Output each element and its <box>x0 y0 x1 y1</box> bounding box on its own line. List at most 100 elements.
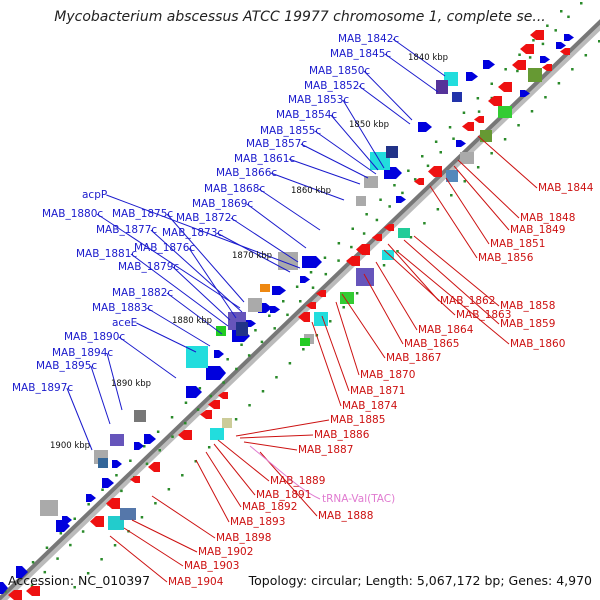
feature-box <box>452 92 462 102</box>
feature-box <box>186 346 208 368</box>
track-dot <box>59 532 63 535</box>
leader-line-forward <box>288 158 361 185</box>
track-dot <box>184 401 188 404</box>
reverse-gene <box>462 122 474 131</box>
leader-line-reverse <box>109 535 168 583</box>
leader-line-forward <box>106 352 123 411</box>
track-dot <box>196 408 200 411</box>
track-dot <box>273 327 276 330</box>
track-dot <box>350 245 353 249</box>
track-dot <box>170 416 174 419</box>
map-title: Mycobacterium abscessus ATCC 19977 chrom… <box>54 9 546 25</box>
gene-label-reverse: MAB_1874 <box>342 400 398 412</box>
leader-lines <box>66 38 538 583</box>
forward-gene <box>302 256 322 268</box>
reverse-gene <box>520 44 534 54</box>
reverse-gene <box>346 256 360 266</box>
gene-label-forward: MAB_1890c <box>64 331 125 343</box>
track-dot <box>413 178 417 181</box>
gene-label-reverse: MAB_1860 <box>510 338 565 350</box>
feature-box <box>436 80 448 94</box>
leader-line-reverse <box>243 441 298 451</box>
summary-label: Topology: circular; Length: 5,067,172 bp… <box>248 573 592 588</box>
gene-label-forward: MAB_1895c <box>36 360 97 372</box>
track-dot <box>171 435 174 438</box>
kbp-label: 1870 kbp <box>232 251 272 261</box>
track-dot <box>517 124 520 127</box>
gene-label-forward: MAB_1842c <box>338 33 399 45</box>
forward-gene <box>540 56 550 63</box>
track-dot <box>503 138 507 141</box>
forward-gene <box>206 366 226 380</box>
leader-line-forward <box>230 217 299 263</box>
reverse-gene <box>372 234 382 241</box>
track-dot <box>268 314 271 317</box>
track-dot <box>100 558 103 561</box>
forward-gene <box>246 320 256 327</box>
track-dot <box>261 390 265 393</box>
gene-label-forward: MAB_1845c <box>330 48 391 60</box>
feature-box <box>480 130 492 142</box>
leader-line-reverse <box>239 434 314 439</box>
reverse-gene <box>384 224 394 231</box>
gene-label-forward: MAB_1869c <box>192 198 253 210</box>
gene-label-reverse: MAB_1867 <box>386 352 441 364</box>
track-dot <box>282 300 285 303</box>
accession-label: Accession: NC_010397 <box>8 573 151 588</box>
gene-label-forward: MAB_1850c <box>309 65 370 77</box>
leader-line-reverse <box>131 519 198 553</box>
gene-label-reverse: MAB_1898 <box>216 532 271 544</box>
leader-line-forward <box>166 292 223 335</box>
track-dot <box>73 517 76 520</box>
leader-line-forward <box>384 53 439 93</box>
feature-box <box>98 458 108 468</box>
reverse-gene <box>130 476 140 483</box>
leader-line-forward <box>358 85 411 125</box>
feature-box <box>498 106 512 118</box>
reverse-gene <box>498 82 512 92</box>
track-dot <box>288 362 292 365</box>
track-dot <box>452 137 455 140</box>
track-dot <box>184 421 187 425</box>
kbp-label: 1880 kbp <box>172 316 212 326</box>
track-dot <box>323 256 327 259</box>
track-dot <box>365 213 368 216</box>
leader-line-reverse <box>429 185 478 259</box>
track-dot <box>248 404 251 407</box>
leader-line-forward <box>363 70 413 121</box>
gene-label-forward: MAB_1883c <box>92 302 153 314</box>
gene-label-forward: MAB_1897c <box>12 382 73 394</box>
leader-line-forward <box>270 172 345 201</box>
feature-box <box>210 428 224 440</box>
track-dot <box>56 557 59 560</box>
leader-line-reverse <box>195 459 230 523</box>
gene-label-forward: MAB_1857c <box>246 138 307 150</box>
leader-line-forward <box>342 99 385 169</box>
feature-box <box>356 268 374 286</box>
track-dot <box>31 561 35 564</box>
track-dot <box>167 488 171 491</box>
kbp-label: 1840 kbp <box>408 53 448 63</box>
gene-label-reverse: MAB_1886 <box>314 429 370 441</box>
forward-gene <box>483 60 495 69</box>
track-dot <box>87 503 90 506</box>
feature-box <box>528 68 542 82</box>
track-dot <box>143 445 146 448</box>
reverse-gene <box>208 400 220 409</box>
leader-line-reverse <box>453 165 510 231</box>
forward-gene <box>112 460 122 468</box>
track-dot <box>557 82 561 85</box>
leader-line-forward <box>150 229 243 313</box>
feature-box <box>460 152 474 164</box>
gene-label-reverse: MAB_1891 <box>256 489 311 501</box>
track-dot <box>532 39 535 42</box>
track-dot <box>351 227 354 230</box>
leader-line-forward <box>188 247 237 319</box>
track-dot <box>421 155 424 158</box>
feature-box <box>398 228 410 238</box>
leader-line-forward <box>300 143 369 179</box>
leader-line-forward <box>118 336 177 379</box>
leader-line-reverse <box>403 239 500 325</box>
track-dot <box>571 68 574 71</box>
leader-line-forward <box>136 322 197 353</box>
